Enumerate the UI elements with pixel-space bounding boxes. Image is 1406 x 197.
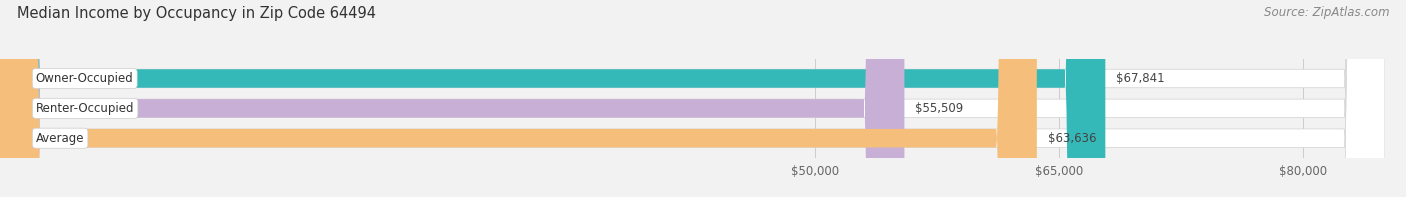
FancyBboxPatch shape	[0, 0, 1036, 197]
Text: $67,841: $67,841	[1116, 72, 1166, 85]
FancyBboxPatch shape	[0, 0, 904, 197]
Text: Renter-Occupied: Renter-Occupied	[35, 102, 135, 115]
Text: Owner-Occupied: Owner-Occupied	[35, 72, 134, 85]
FancyBboxPatch shape	[0, 0, 1105, 197]
Text: Source: ZipAtlas.com: Source: ZipAtlas.com	[1264, 6, 1389, 19]
Text: Median Income by Occupancy in Zip Code 64494: Median Income by Occupancy in Zip Code 6…	[17, 6, 375, 21]
Text: $55,509: $55,509	[915, 102, 963, 115]
Text: $63,636: $63,636	[1047, 132, 1097, 145]
Text: Average: Average	[35, 132, 84, 145]
